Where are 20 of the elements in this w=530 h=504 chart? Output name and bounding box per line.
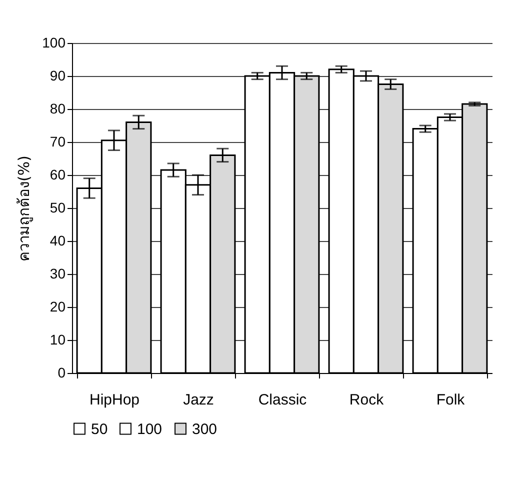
y-tick-label: 40 (50, 232, 66, 248)
x-tick-label: Classic (258, 392, 308, 408)
x-tick-label: Jazz (183, 392, 214, 408)
legend-label: 100 (137, 420, 162, 438)
y-tick-label: 100 (42, 34, 66, 50)
y-axis-title: ความถูกต้อง(%) (15, 156, 34, 262)
y-tick-label: 80 (50, 100, 66, 116)
y-tick-label: 0 (58, 364, 66, 380)
legend-label: 300 (192, 420, 218, 438)
y-tick-label: 60 (50, 166, 66, 182)
x-tick-label: Rock (349, 392, 384, 408)
y-tick-label: 70 (50, 134, 66, 150)
x-tick-label: HipHop (89, 392, 140, 408)
y-tick-label: 50 (50, 200, 66, 216)
legend-label: 50 (91, 420, 108, 438)
y-tick-label: 10 (50, 332, 66, 348)
y-tick-label: 90 (50, 68, 66, 84)
x-tick-label: Folk (436, 392, 466, 408)
y-tick-label: 20 (50, 298, 66, 314)
y-tick-label: 30 (50, 266, 66, 282)
